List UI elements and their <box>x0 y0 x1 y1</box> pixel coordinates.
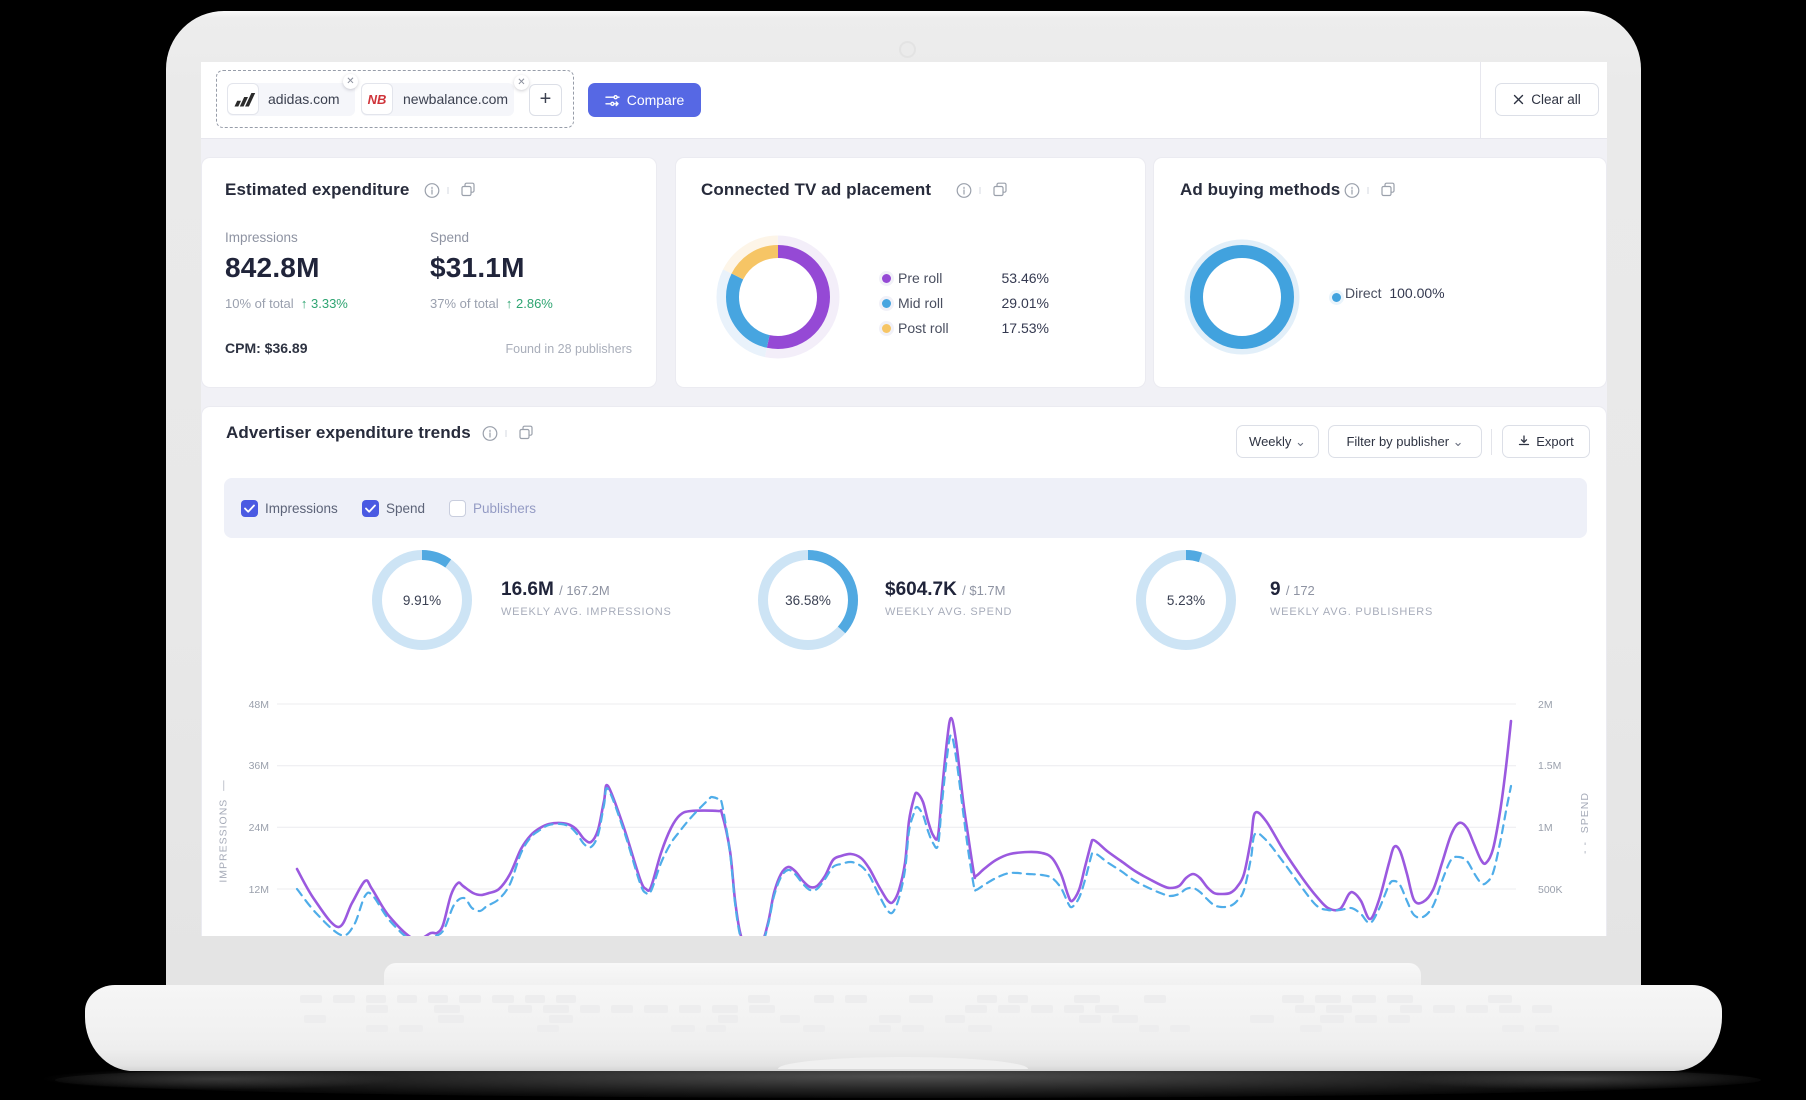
svg-text:NB: NB <box>368 92 387 107</box>
svg-text:9.91%: 9.91% <box>403 593 441 608</box>
svg-text:36.58%: 36.58% <box>785 593 831 608</box>
svg-text:5.23%: 5.23% <box>1167 593 1205 608</box>
